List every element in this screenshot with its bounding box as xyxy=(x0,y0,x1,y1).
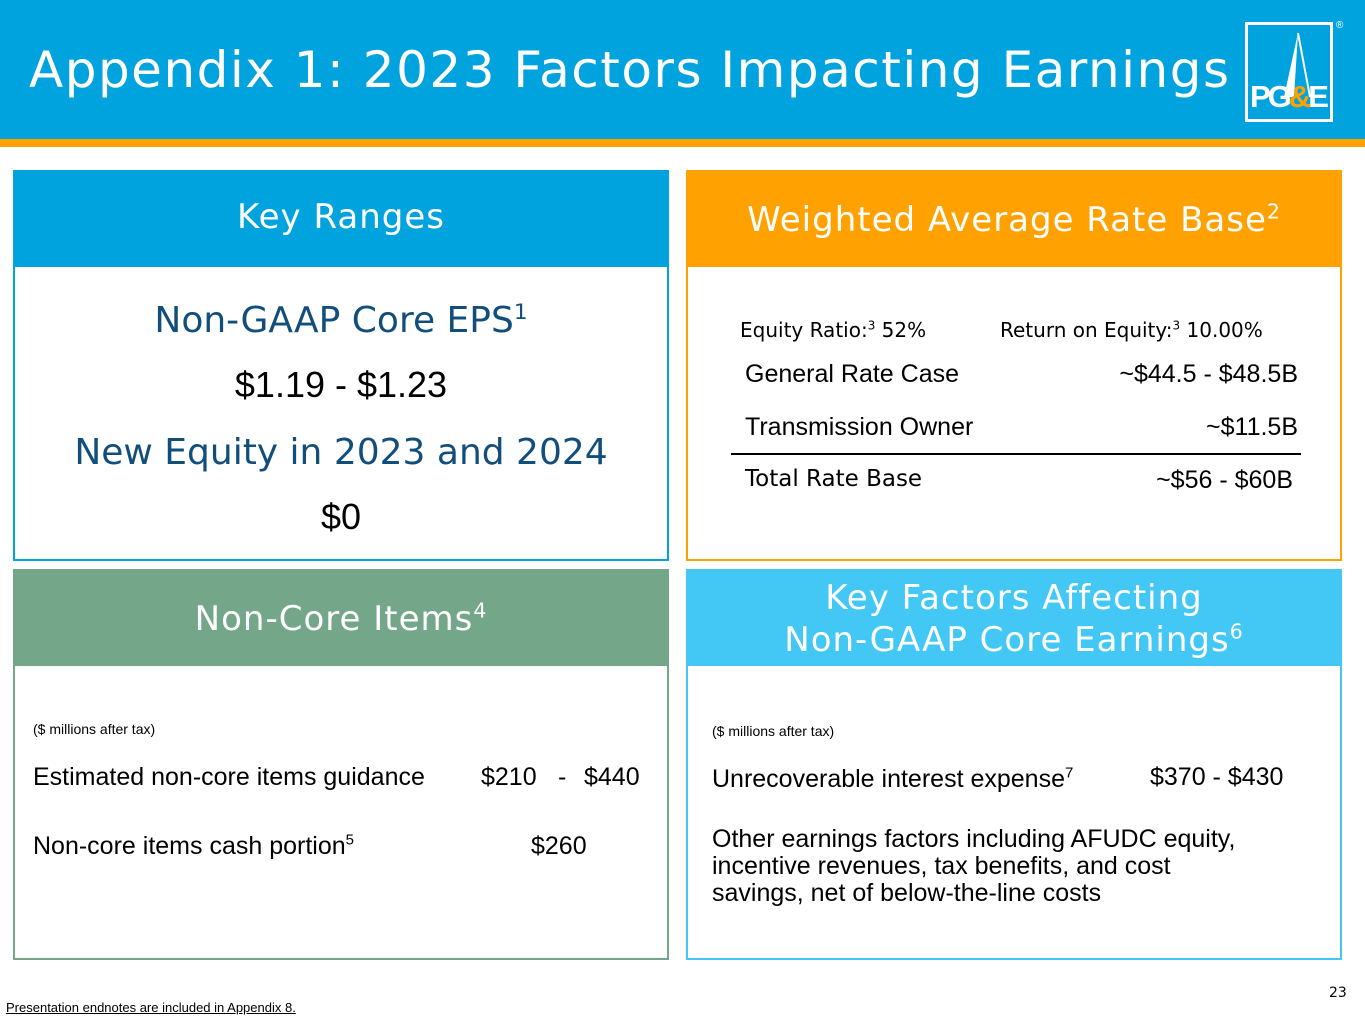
endnote-link[interactable]: Presentation endnotes are included in Ap… xyxy=(6,1000,296,1015)
transmission-value: ~$11.5B xyxy=(1206,413,1298,441)
registered-mark: ® xyxy=(1336,20,1344,31)
header-stripe xyxy=(0,139,1365,147)
transmission-label: Transmission Owner xyxy=(745,413,974,441)
guidance-label: Estimated non-core items guidance xyxy=(33,763,425,791)
key-factors-panel: Key Factors Affecting Non-GAAP Core Earn… xyxy=(686,569,1342,960)
cash-label: Non-core items cash portion5 xyxy=(33,831,354,860)
pge-logo: PG&E xyxy=(1245,22,1333,122)
guidance-high: $440 xyxy=(584,763,640,791)
lightning-tower-icon xyxy=(1284,32,1311,98)
eps-label: Non-GAAP Core EPS1 xyxy=(154,300,528,341)
non-core-units: ($ millions after tax) xyxy=(33,721,156,737)
page-number: 23 xyxy=(1329,985,1347,1001)
guidance-low: $210 xyxy=(481,763,537,791)
key-ranges-header: Key Ranges xyxy=(15,172,667,267)
interest-label: Unrecoverable interest expense7 xyxy=(712,764,1074,793)
key-factors-header: Key Factors Affecting Non-GAAP Core Earn… xyxy=(688,571,1340,666)
total-divider xyxy=(731,453,1301,455)
interest-value: $370 - $430 xyxy=(1150,763,1284,791)
non-core-header: Non-Core Items4 xyxy=(15,571,667,666)
equity-ratio: Equity Ratio:3 52% xyxy=(740,318,927,342)
guidance-dash: - xyxy=(558,763,567,791)
non-core-panel: Non-Core Items4 ($ millions after tax) E… xyxy=(13,569,669,960)
key-factors-units: ($ millions after tax) xyxy=(712,723,835,739)
gcr-label: General Rate Case xyxy=(745,360,960,388)
gcr-value: ~$44.5 - $48.5B xyxy=(1119,360,1298,388)
equity-label: New Equity in 2023 and 2024 xyxy=(74,432,608,473)
page-title: Appendix 1: 2023 Factors Impacting Earni… xyxy=(29,41,1231,99)
header-bar xyxy=(0,0,1365,139)
other-factors-text: Other earnings factors including AFUDC e… xyxy=(712,825,1236,907)
cash-value: $260 xyxy=(531,832,587,860)
rate-base-header: Weighted Average Rate Base2 xyxy=(688,172,1340,267)
total-label: Total Rate Base xyxy=(745,466,923,492)
return-on-equity: Return on Equity:3 10.00% xyxy=(1000,318,1263,342)
eps-value: $1.19 - $1.23 xyxy=(234,364,448,405)
key-ranges-panel: Key Ranges Non-GAAP Core EPS1 $1.19 - $1… xyxy=(13,170,669,561)
rate-base-panel: Weighted Average Rate Base2 Equity Ratio… xyxy=(686,170,1342,561)
total-value: ~$56 - $60B xyxy=(1156,466,1293,494)
logo-text: PG&E xyxy=(1250,79,1329,114)
equity-value: $0 xyxy=(320,496,362,537)
